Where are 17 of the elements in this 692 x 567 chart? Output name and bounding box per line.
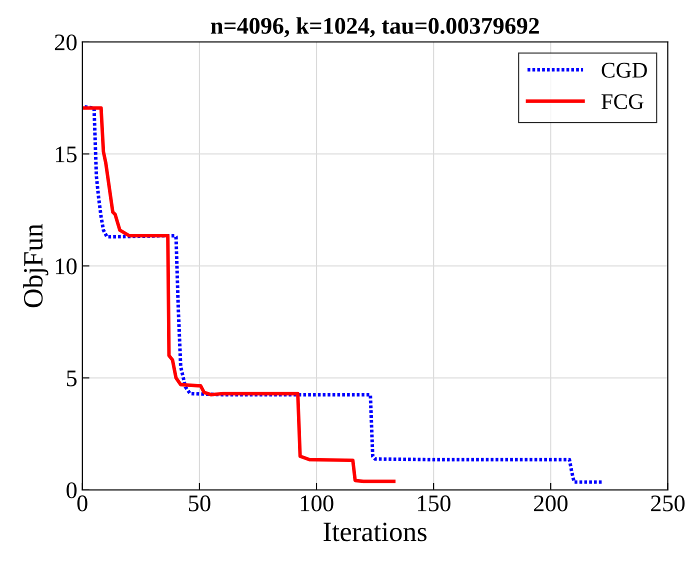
legend-label: CGD [602, 62, 647, 78]
x-tick-label: 0 [77, 495, 88, 512]
x-tick-label: 200 [534, 495, 568, 512]
y-tick-label: 0 [66, 482, 77, 498]
y-axis-title: ObjFun [23, 224, 48, 308]
legend-label: FCG [602, 94, 644, 110]
x-tick-label: 250 [651, 495, 685, 512]
x-tick-label: 150 [418, 495, 450, 512]
x-axis-title: Iterations [324, 522, 427, 542]
y-tick-label: 5 [67, 370, 77, 386]
y-tick-label: 10 [56, 258, 77, 274]
chart-title: n=4096, k=1024, tau=0.00379692 [210, 17, 539, 38]
x-tick-label: 100 [300, 495, 334, 512]
line-series [82, 106, 396, 484]
x-tick-label: 50 [189, 495, 210, 512]
y-tick-label: 20 [54, 34, 77, 50]
y-tick-label: 15 [56, 146, 77, 162]
